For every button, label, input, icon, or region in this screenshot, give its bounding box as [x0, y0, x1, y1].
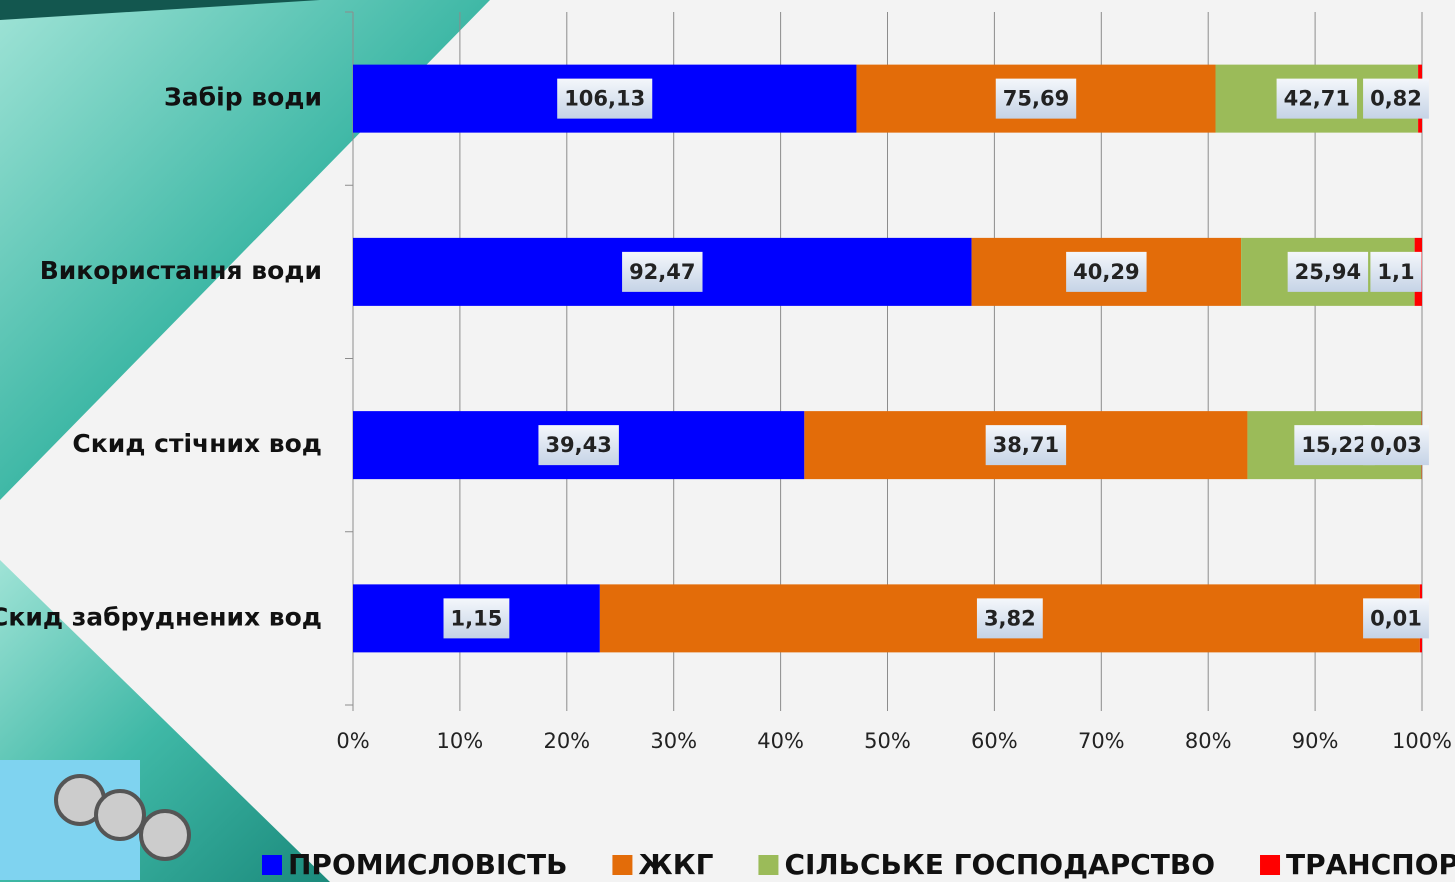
x-tick-label: 30%: [650, 729, 697, 753]
data-label: 0,01: [1370, 606, 1422, 630]
data-label: 40,29: [1073, 260, 1139, 284]
category-label: Скид забруднених вод: [0, 602, 322, 631]
legend-label: СІЛЬСЬКЕ ГОСПОДАРСТВО: [784, 848, 1215, 881]
category-label: Скид стічних вод: [72, 429, 322, 458]
data-label: 25,94: [1295, 260, 1361, 284]
x-tick-label: 40%: [757, 729, 804, 753]
legend-swatch: [262, 855, 282, 875]
data-label: 3,82: [984, 606, 1036, 630]
data-label: 92,47: [629, 260, 695, 284]
x-tick-label: 70%: [1078, 729, 1125, 753]
data-label: 38,71: [993, 433, 1059, 457]
data-label: 39,43: [545, 433, 611, 457]
data-label: 0,03: [1370, 433, 1422, 457]
legend-swatch: [758, 855, 778, 875]
x-tick-label: 20%: [543, 729, 590, 753]
data-label: 106,13: [564, 87, 645, 111]
data-label: 15,22: [1301, 433, 1367, 457]
x-tick-label: 50%: [864, 729, 911, 753]
data-label: 75,69: [1003, 87, 1069, 111]
x-tick-label: 90%: [1292, 729, 1339, 753]
x-tick-label: 80%: [1185, 729, 1232, 753]
legend-label: ТРАНСПОРТ: [1286, 848, 1455, 881]
x-tick-label: 10%: [437, 729, 484, 753]
x-tick-label: 100%: [1392, 729, 1452, 753]
legend-swatch: [1260, 855, 1280, 875]
category-label: Забір води: [164, 83, 322, 112]
page: 0% 10% 20% 30% 40% 50% 60% 70% 80% 90% 100% Забір в…: [0, 0, 1455, 882]
data-label: 1,15: [451, 606, 503, 630]
data-label: 1,1: [1377, 260, 1414, 284]
category-label: Використання води: [40, 256, 322, 285]
legend-swatch: [612, 855, 632, 875]
legend-label: ПРОМИСЛОВІСТЬ: [288, 848, 567, 881]
x-tick-label: 0%: [336, 729, 369, 753]
legend-label: ЖКГ: [638, 848, 713, 881]
data-label: 42,71: [1284, 87, 1350, 111]
x-tick-label: 60%: [971, 729, 1018, 753]
data-label: 0,82: [1370, 87, 1422, 111]
chart: 0% 10% 20% 30% 40% 50% 60% 70% 80% 90% 100% Забір в…: [0, 0, 1455, 882]
